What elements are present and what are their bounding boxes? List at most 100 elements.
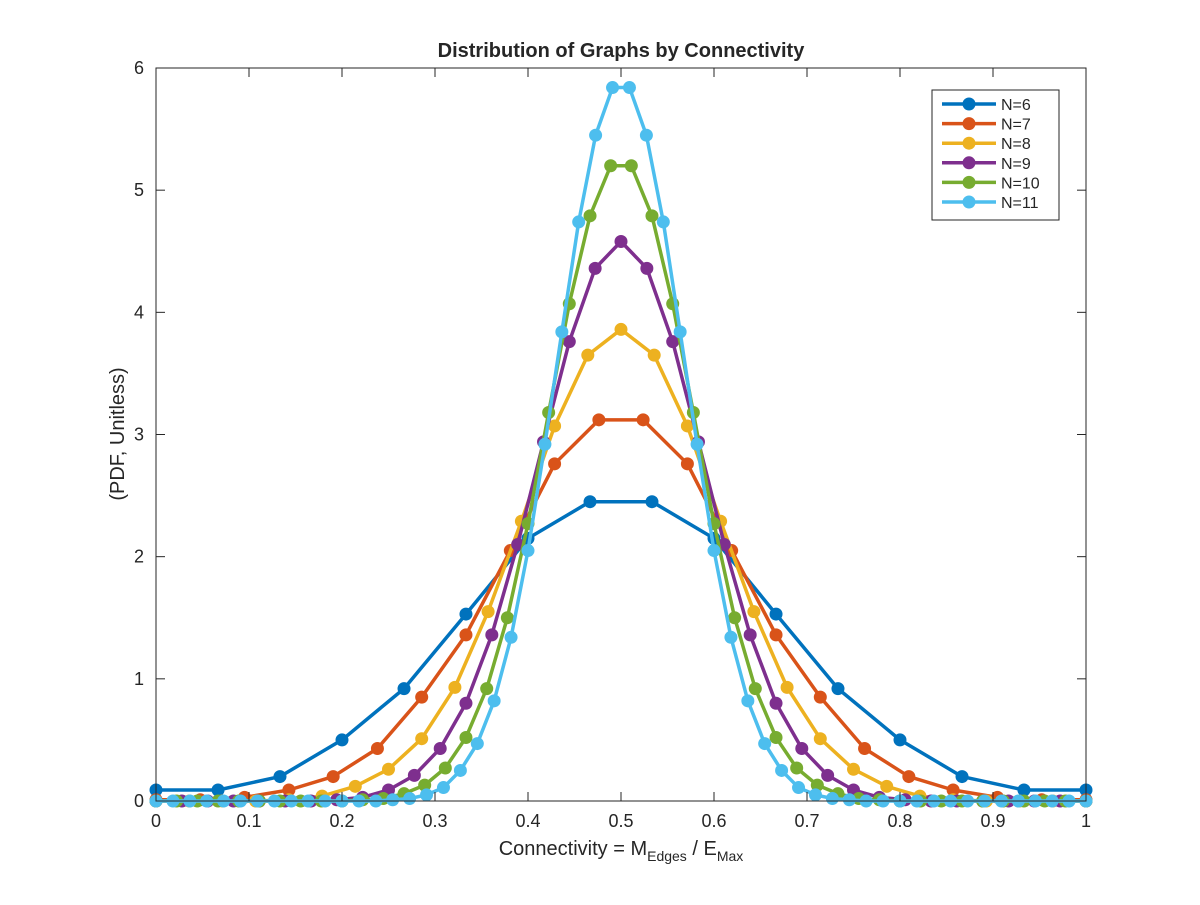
data-point — [810, 778, 824, 792]
legend-label: N=8 — [1001, 136, 1031, 153]
data-point — [741, 694, 755, 708]
data-point — [448, 680, 462, 694]
series-n-6 — [149, 495, 1093, 797]
data-point — [821, 768, 835, 782]
y-tick-label: 2 — [134, 547, 144, 567]
data-point — [769, 696, 783, 710]
data-point — [562, 335, 576, 349]
data-point — [946, 783, 960, 797]
data-point — [572, 215, 586, 229]
x-tick-label: 0 — [151, 811, 161, 831]
data-point — [548, 457, 562, 471]
data-point — [581, 348, 595, 362]
data-point — [717, 537, 731, 551]
data-point — [955, 770, 969, 784]
data-point — [847, 762, 860, 776]
legend-entry: N=8 — [942, 136, 1031, 153]
data-point — [639, 128, 653, 142]
legend-label: N=9 — [1001, 156, 1031, 173]
data-point — [273, 770, 287, 784]
legend-entry: N=10 — [942, 175, 1040, 192]
data-point — [880, 779, 894, 793]
x-tick-label: 0.6 — [701, 811, 726, 831]
data-point — [769, 607, 783, 621]
data-point — [583, 495, 597, 509]
y-tick-label: 1 — [134, 669, 144, 689]
data-point — [808, 788, 822, 802]
data-point — [724, 630, 738, 644]
data-point — [211, 783, 225, 797]
legend: N=6 N=7 N=8 N=9 N=10 N=11 — [931, 89, 1060, 221]
data-point — [485, 628, 499, 642]
data-point — [418, 778, 432, 792]
data-point — [728, 611, 742, 625]
data-point — [433, 741, 447, 755]
y-tick-label: 0 — [134, 791, 144, 811]
data-point — [645, 209, 659, 223]
data-point — [636, 413, 650, 427]
x-tick-label: 0.9 — [980, 811, 1005, 831]
x-tick-label: 0.1 — [236, 811, 261, 831]
legend-marker — [962, 97, 976, 111]
data-point — [436, 781, 450, 795]
legend-marker — [962, 117, 976, 131]
legend-label: N=11 — [1001, 195, 1039, 212]
data-point — [370, 741, 384, 755]
data-point — [813, 690, 827, 704]
data-point — [707, 544, 721, 558]
x-tick-label: 1 — [1081, 811, 1091, 831]
data-point — [459, 607, 473, 621]
y-tick-label: 4 — [134, 302, 144, 322]
data-point — [589, 128, 603, 142]
x-axis-label-sub-max: Max — [717, 848, 743, 864]
x-tick-label: 0.5 — [608, 811, 633, 831]
data-point — [622, 81, 636, 95]
data-point — [459, 628, 473, 642]
data-point — [813, 732, 827, 746]
axes-background — [156, 68, 1086, 801]
data-point — [403, 792, 417, 806]
legend-marker — [962, 175, 976, 189]
series-line — [156, 418, 1086, 802]
x-axis-label-main: Connectivity = M — [499, 838, 647, 860]
legend-entry: N=9 — [942, 156, 1031, 173]
legend-marker — [962, 136, 976, 150]
legend-label: N=6 — [1001, 97, 1031, 114]
data-point — [588, 261, 602, 275]
data-point — [743, 628, 757, 642]
data-point — [614, 234, 628, 248]
data-point — [769, 730, 783, 744]
data-point — [415, 690, 429, 704]
data-point — [902, 770, 916, 784]
data-point — [780, 680, 794, 694]
data-point — [614, 322, 628, 336]
y-axis-label: (PDF, Unitless) — [107, 367, 129, 500]
data-point — [326, 770, 340, 784]
data-point — [386, 793, 400, 807]
x-axis-label-sub-edges: Edges — [647, 848, 687, 864]
data-point — [453, 763, 467, 777]
series-line — [156, 499, 1086, 792]
data-point — [459, 730, 473, 744]
data-point — [407, 768, 421, 782]
data-point — [606, 81, 620, 95]
data-point — [555, 325, 569, 339]
data-point — [645, 495, 659, 509]
data-point — [397, 682, 411, 696]
data-point — [792, 781, 806, 795]
data-point — [747, 605, 761, 619]
legend-label: N=10 — [1001, 175, 1040, 192]
data-point — [521, 544, 535, 558]
data-point — [775, 763, 789, 777]
axes-box — [155, 67, 1087, 802]
data-point — [769, 628, 783, 642]
data-point — [680, 419, 694, 433]
legend-entry: N=7 — [942, 117, 1031, 134]
data-point — [481, 605, 495, 619]
data-point — [758, 737, 772, 751]
data-point — [282, 783, 296, 797]
data-point — [504, 630, 518, 644]
data-point — [583, 209, 597, 223]
